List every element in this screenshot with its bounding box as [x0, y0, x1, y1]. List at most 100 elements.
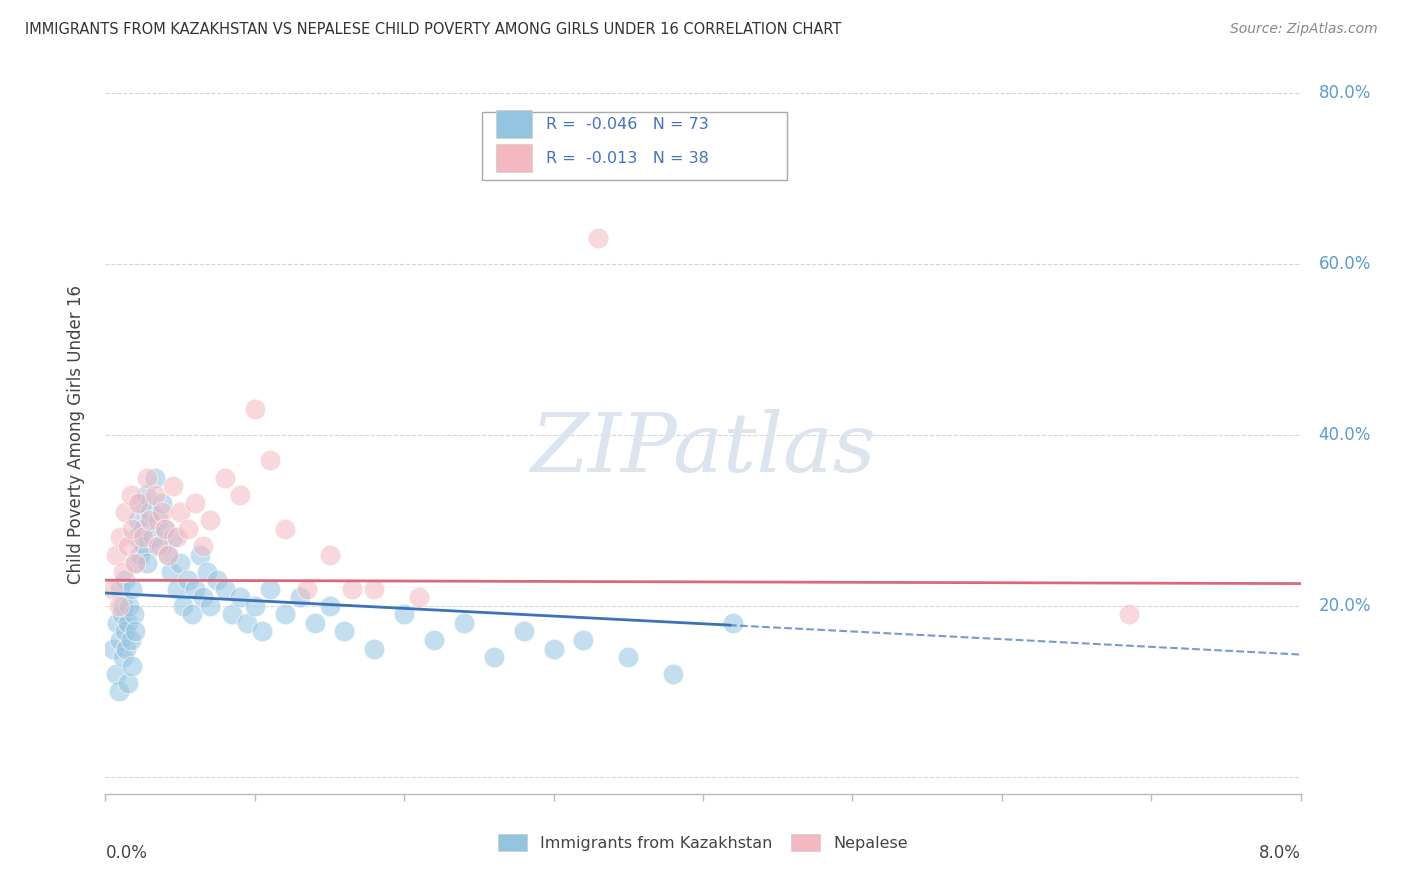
Point [153, 522, 177, 536]
Point [136, 556, 159, 570]
Point [101, 641, 124, 656]
Point [221, 607, 243, 622]
Point [340, 582, 363, 596]
Point [243, 402, 266, 417]
Point [132, 522, 155, 536]
Point [134, 539, 156, 553]
Point [122, 607, 145, 622]
Text: R =  -0.046   N = 73: R = -0.046 N = 73 [547, 117, 709, 131]
Point [146, 539, 169, 553]
Point [273, 607, 295, 622]
Point [120, 488, 142, 502]
Point [139, 513, 162, 527]
Point [423, 633, 446, 648]
Point [107, 615, 129, 630]
Point [112, 565, 135, 579]
Point [110, 530, 132, 544]
Point [135, 488, 157, 502]
Point [617, 650, 640, 665]
Point [198, 599, 221, 613]
Point [157, 548, 180, 562]
Point [153, 522, 177, 536]
FancyBboxPatch shape [482, 112, 787, 180]
Point [1118, 607, 1140, 622]
Point [146, 513, 169, 527]
Point [112, 650, 135, 665]
Point [176, 573, 198, 587]
Point [142, 530, 165, 544]
Text: ZIPatlas: ZIPatlas [530, 409, 876, 489]
Point [121, 522, 143, 536]
Point [214, 470, 236, 484]
Point [121, 582, 143, 596]
Point [128, 548, 150, 562]
Point [588, 231, 610, 245]
Point [259, 582, 281, 596]
Point [191, 539, 214, 553]
Point [136, 470, 159, 484]
Text: 20.0%: 20.0% [1319, 597, 1371, 615]
Point [543, 641, 565, 656]
Point [169, 505, 191, 519]
Point [139, 505, 162, 519]
Point [318, 548, 340, 562]
Point [162, 479, 184, 493]
Point [304, 615, 326, 630]
Point [662, 667, 685, 681]
Point [392, 607, 416, 622]
Point [259, 453, 281, 467]
Point [124, 556, 146, 570]
Point [162, 530, 184, 544]
Point [184, 496, 207, 510]
Text: IMMIGRANTS FROM KAZAKHSTAN VS NEPALESE CHILD POVERTY AMONG GIRLS UNDER 16 CORREL: IMMIGRANTS FROM KAZAKHSTAN VS NEPALESE C… [25, 22, 842, 37]
Point [363, 582, 385, 596]
Point [295, 582, 318, 596]
Point [166, 530, 188, 544]
Point [127, 496, 149, 510]
Text: 60.0%: 60.0% [1319, 255, 1371, 273]
Point [112, 599, 135, 613]
Point [117, 539, 139, 553]
Point [114, 505, 136, 519]
Point [157, 548, 180, 562]
Point [229, 591, 252, 605]
Text: 40.0%: 40.0% [1319, 425, 1371, 444]
Bar [496, 111, 531, 137]
Point [188, 548, 211, 562]
Text: 80.0%: 80.0% [1319, 84, 1371, 102]
Point [181, 607, 204, 622]
Point [333, 624, 356, 639]
Point [124, 556, 146, 570]
Point [166, 582, 188, 596]
Point [117, 675, 139, 690]
Point [127, 513, 149, 527]
Point [104, 667, 127, 681]
Point [111, 607, 134, 622]
Point [118, 599, 141, 613]
Point [236, 615, 259, 630]
Point [252, 624, 274, 639]
Point [288, 591, 311, 605]
Point [120, 633, 142, 648]
Point [195, 565, 218, 579]
Point [273, 522, 295, 536]
Point [572, 633, 595, 648]
Point [124, 624, 146, 639]
Point [108, 684, 131, 698]
Point [363, 641, 385, 656]
Point [191, 591, 214, 605]
Point [453, 615, 475, 630]
Text: 0.0%: 0.0% [105, 844, 148, 863]
Point [129, 496, 153, 510]
Point [115, 641, 138, 656]
Point [125, 530, 148, 544]
Point [408, 591, 430, 605]
Point [114, 573, 136, 587]
Point [110, 633, 132, 648]
Text: R =  -0.013   N = 38: R = -0.013 N = 38 [547, 151, 709, 166]
Legend: Immigrants from Kazakhstan, Nepalese: Immigrants from Kazakhstan, Nepalese [492, 828, 914, 858]
Point [114, 624, 136, 639]
Point [150, 505, 173, 519]
Point [108, 599, 131, 613]
Point [214, 582, 236, 596]
